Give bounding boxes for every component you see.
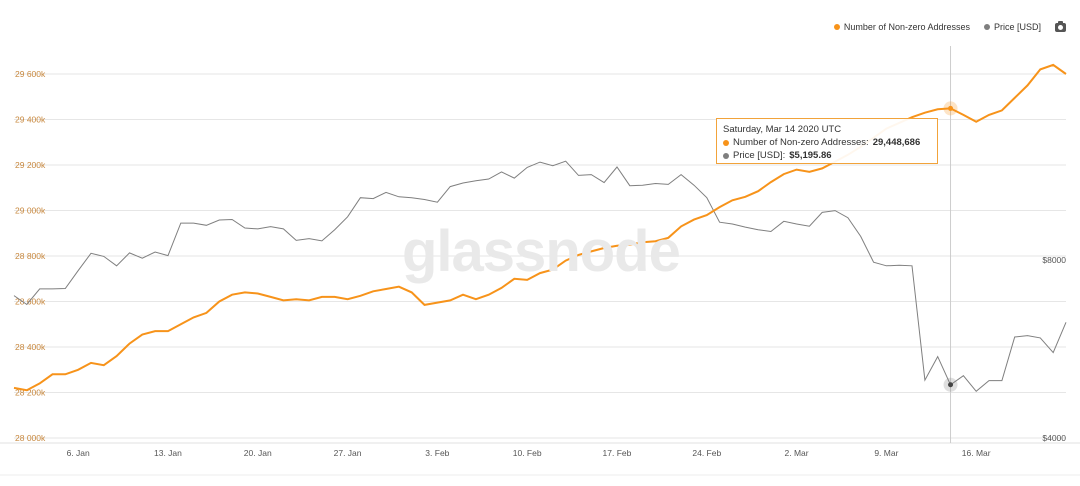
x-tick-label: 24. Feb <box>692 448 721 458</box>
tooltip-label-addresses: Number of Non-zero Addresses: <box>733 137 869 148</box>
series-line-addresses <box>13 63 1067 392</box>
tooltip: Saturday, Mar 14 2020 UTC Number of Non-… <box>716 118 938 164</box>
y-left-tick-label: 28 000k <box>15 433 46 443</box>
series-line-price <box>13 160 1067 393</box>
y-left-tick-label: 28 600k <box>15 297 46 307</box>
x-tick-label: 3. Feb <box>425 448 449 458</box>
x-tick-label: 16. Mar <box>962 448 991 458</box>
tooltip-row-addresses: Number of Non-zero Addresses: 29,448,686 <box>723 136 931 149</box>
x-tick-label: 9. Mar <box>874 448 898 458</box>
x-tick-label: 13. Jan <box>154 448 182 458</box>
tooltip-label-price: Price [USD]: <box>733 150 786 161</box>
legend-item-price[interactable]: Price [USD] <box>983 22 1041 32</box>
legend-dot-addresses <box>833 24 840 30</box>
x-tick-label: 20. Jan <box>244 448 272 458</box>
x-tick-label: 10. Feb <box>513 448 542 458</box>
legend-item-addresses[interactable]: Number of Non-zero Addresses <box>833 22 970 32</box>
tooltip-dot-price <box>723 152 729 159</box>
legend-dot-price <box>983 24 990 30</box>
x-tick-label: 2. Mar <box>785 448 809 458</box>
tooltip-value-price: $5,195.86 <box>789 150 832 161</box>
x-tick-label: 6. Jan <box>67 448 90 458</box>
hover-point-addresses <box>948 105 954 111</box>
tooltip-dot-addresses <box>723 139 729 146</box>
y-left-tick-label: 28 400k <box>15 342 46 352</box>
tooltip-row-price: Price [USD]: $5,195.86 <box>723 149 931 162</box>
x-tick-label: 27. Jan <box>334 448 362 458</box>
legend-label-addresses: Number of Non-zero Addresses <box>843 22 970 32</box>
y-left-tick-label: 28 800k <box>15 251 46 261</box>
y-left-tick-label: 29 600k <box>15 69 46 79</box>
camera-icon[interactable] <box>1055 20 1066 32</box>
y-left-tick-label: 29 200k <box>15 160 46 170</box>
legend: Number of Non-zero Addresses Price [USD] <box>833 20 1066 32</box>
hover-point-price <box>948 382 954 388</box>
y-left-tick-label: 29 400k <box>15 115 46 125</box>
y-left-tick-label: 29 000k <box>15 206 46 216</box>
y-right-tick-label: $8000 <box>1042 255 1066 265</box>
tooltip-value-addresses: 29,448,686 <box>872 137 921 148</box>
legend-label-price: Price [USD] <box>993 22 1041 32</box>
x-tick-label: 17. Feb <box>603 448 632 458</box>
y-right-tick-label: $4000 <box>1042 433 1066 443</box>
y-left-tick-label: 28 200k <box>15 388 46 398</box>
tooltip-date: Saturday, Mar 14 2020 UTC <box>723 124 842 135</box>
